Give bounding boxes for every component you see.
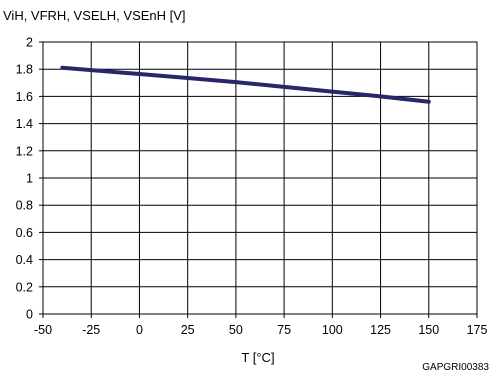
x-tick-label: -50 <box>34 323 52 337</box>
x-tick-label: 0 <box>136 323 143 337</box>
x-tick-label: 25 <box>181 323 195 337</box>
y-tick-label: 1.8 <box>16 63 33 77</box>
x-tick-label: 75 <box>277 323 291 337</box>
y-tick-label: 0.6 <box>16 226 33 240</box>
y-tick-label: 0 <box>26 308 33 322</box>
y-tick-label: 0.4 <box>16 253 33 267</box>
x-tick-label: 100 <box>322 323 343 337</box>
x-tick-label: 150 <box>418 323 439 337</box>
axes <box>39 41 478 318</box>
y-tick-label: 1.4 <box>16 117 33 131</box>
y-tick-label: 1.6 <box>16 90 33 104</box>
y-tick-label: 1 <box>26 172 33 186</box>
x-tick-label: 175 <box>467 323 488 337</box>
x-tick-label: -25 <box>82 323 100 337</box>
y-tick-label: 0.2 <box>16 280 33 294</box>
series-line <box>60 65 431 104</box>
x-tick-label: 50 <box>229 323 243 337</box>
x-axis-title: T [°C] <box>241 350 274 365</box>
figure-code: GAPGRI00383 <box>422 362 489 373</box>
plot-frame <box>42 41 478 315</box>
y-tick-label: 1.2 <box>16 144 33 158</box>
tick-labels: -50 -25 0 25 50 75 100 125 150 175 0 0.2 0.4 0.6 0.8 1 1… <box>16 36 488 338</box>
x-tick-label: 125 <box>370 323 391 337</box>
y-axis-title: ViH, VFRH, VSELH, VSEnH [V] <box>3 8 186 23</box>
y-tick-label: 0.8 <box>16 199 33 213</box>
series-layer <box>60 65 431 104</box>
y-tick-label: 2 <box>26 36 33 50</box>
